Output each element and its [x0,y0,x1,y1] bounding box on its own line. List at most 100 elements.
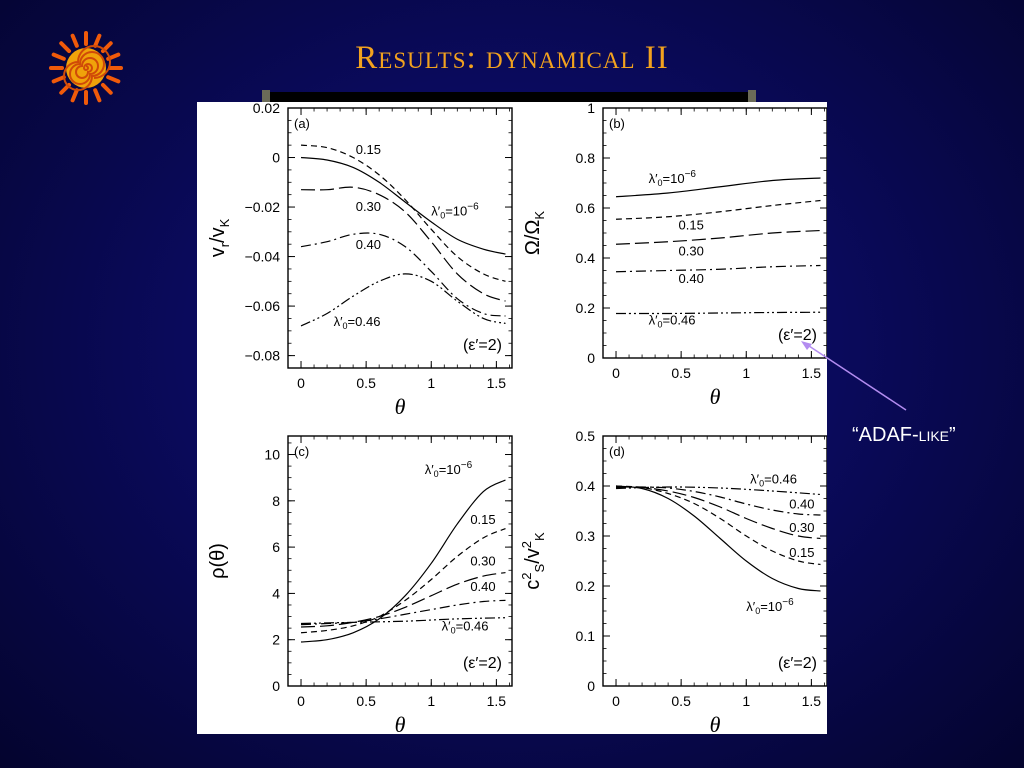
y-axis-label-part: v [207,247,229,257]
panel-label: (a) [294,116,310,131]
logo-ray [93,33,102,48]
y-tick-label: 0 [272,678,280,694]
y-tick-label: 0.3 [576,528,596,544]
series-line-2 [615,229,821,245]
lambda-symbol: λ′ [649,171,659,186]
y-tick-label: 0.02 [253,102,280,116]
lambda-symbol: λ′ [334,314,344,329]
series-line-1 [615,199,821,220]
x-tick-label: 0 [612,693,620,709]
y-tick-label: 4 [272,585,280,601]
curve-label: 0.40 [356,237,381,252]
lambda-symbol: λ′ [649,312,659,327]
y-tick-label: −0.06 [245,298,281,314]
logo-ray [70,88,79,103]
y-tick-label: 0.5 [576,428,596,444]
y-tick-label: −0.04 [245,249,281,265]
y-axis-label-part: ρ(θ) [207,543,229,579]
curve-label-value: 0.15 [679,217,704,232]
panel-label: (d) [609,444,625,459]
x-tick-label: 1.5 [487,693,507,709]
curve-label-value: 0.40 [356,237,381,252]
chart-panel-0: 0 0.5 1 1.5 0.02 0 −0.02 −0.04 −0.06 −0.08 (a) (ε′=… [207,102,513,419]
curve-label-value: =0.46 [348,314,381,329]
x-tick-label: 0 [297,375,305,391]
x-axis-label: θ [395,712,406,734]
curve-label: 0.15 [356,142,381,157]
series-line-1 [300,528,506,634]
x-tick-label: 1 [427,693,435,709]
series-line-0 [615,485,821,592]
sun-spiral-logo [49,31,123,105]
lambda-symbol: λ′ [442,618,452,633]
epsilon-label: (ε′=2) [778,655,817,672]
series-line-3 [300,232,506,317]
y-axis-label-part: /v [522,548,544,564]
series-line-0 [615,177,821,198]
figure-top-bar [262,90,756,102]
curve-label: λ′0=10−6 [425,460,473,479]
y-tick-label: 0.1 [576,628,596,644]
x-tick-label: 1.5 [802,693,822,709]
y-tick-label: 0.2 [576,578,596,594]
series-line-4 [616,311,821,315]
curve-label: λ′0=10−6 [649,169,697,188]
y-tick-label: 0 [587,350,595,366]
curve-label-exponent: −6 [461,460,473,471]
curve-label-value: 0.15 [470,512,495,527]
y-axis-label-part: S [532,563,547,572]
curve-label-value: 0.40 [789,497,814,512]
y-axis-label: ρ(θ) [207,543,229,579]
series-line-2 [300,571,506,628]
logo-ray [59,41,72,54]
plot-frame [602,107,827,359]
curve-label-value: 0.30 [679,244,704,259]
plot-frame [287,435,513,687]
logo-ray [51,52,66,61]
x-tick-label: 1.5 [802,365,822,381]
lambda-subscript: 0 [451,625,456,635]
logo-ray [106,75,121,84]
curve-label-value: =10 [439,462,461,477]
curve-label-exponent: −6 [782,597,794,608]
bar-stub-left [262,90,270,102]
y-axis-label-part: K [532,532,547,541]
y-axis-label-part: K [217,218,232,227]
y-tick-label: 8 [272,493,280,509]
y-axis-label-part: Ω/Ω [522,220,544,256]
lambda-subscript: 0 [434,469,439,479]
y-tick-label: 2 [272,632,280,648]
series-line-2 [301,186,506,302]
curve-label-value: 0.15 [356,142,381,157]
curve-label: 0.30 [679,244,704,259]
logo-ray [51,75,66,84]
curve-label-value: =10 [445,204,467,219]
curve-label-value: 0.30 [356,199,381,214]
y-tick-label: 0 [272,150,280,166]
curve-label-exponent: −6 [467,202,479,213]
series-line-0 [300,479,506,643]
x-tick-label: 0.5 [671,693,691,709]
figure-panels: 0 0.5 1 1.5 0.02 0 −0.02 −0.04 −0.06 −0.08 (a) (ε′=… [197,102,827,734]
curve-label-value: 0.30 [470,554,495,569]
x-tick-label: 0.5 [356,375,376,391]
panel-label: (b) [609,116,625,131]
lambda-symbol: λ′ [750,472,760,487]
curve-label: 0.15 [470,512,495,527]
lambda-symbol: λ′ [431,204,441,219]
x-axis-label: θ [710,384,721,409]
epsilon-label: (ε′=2) [463,337,502,354]
curve-label-value: 0.40 [470,579,495,594]
y-tick-label: −0.08 [245,348,281,364]
y-tick-label: 0.4 [576,478,596,494]
chart-panel-2: 0 0.5 1 1.51086420(c)(ε′=2)θρ(θ)λ′0=10−60.1… [207,435,513,734]
curve-label-value: 0.40 [679,271,704,286]
curve-label: 0.15 [679,217,704,232]
x-tick-label: 0 [297,693,305,709]
curve-label: λ′0=0.46 [750,472,797,489]
series-line-3 [300,599,506,626]
curve-label-value: 0.15 [789,545,814,560]
series-line-0 [300,156,506,255]
y-axis-label-part: 2 [519,541,534,548]
figure-svg: 0 0.5 1 1.5 0.02 0 −0.02 −0.04 −0.06 −0.08 (a) (ε′=… [207,102,827,734]
